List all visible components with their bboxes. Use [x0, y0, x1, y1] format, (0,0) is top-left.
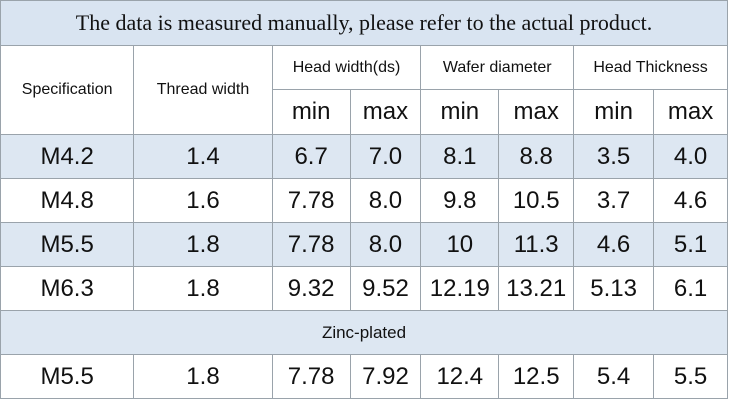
- cell-thread-width: 1.8: [133, 266, 273, 311]
- cell-specification: M5.5: [0, 222, 135, 267]
- cell-head-thickness-max: 5.5: [653, 354, 728, 399]
- table-row: M5.5 1.8 7.78 8.0 10 11.3 4.6 5.1: [0, 222, 728, 267]
- cell-wafer-diameter-max: 8.8: [498, 134, 575, 179]
- cell-head-thickness-max: 4.0: [653, 134, 728, 179]
- header-head-width-max: max: [349, 89, 422, 135]
- cell-specification: M5.5: [0, 354, 135, 399]
- section-label-zinc-plated: Zinc-plated: [0, 310, 728, 355]
- cell-head-width-min: 7.78: [271, 222, 351, 267]
- header-wafer-diameter-max: max: [498, 89, 575, 135]
- cell-wafer-diameter-max: 10.5: [498, 178, 575, 223]
- cell-head-thickness-max: 5.1: [653, 222, 728, 267]
- cell-wafer-diameter-max: 12.5: [498, 354, 575, 399]
- cell-wafer-diameter-max: 13.21: [498, 266, 575, 311]
- cell-thread-width: 1.6: [133, 178, 273, 223]
- cell-head-width-max: 7.0: [349, 134, 422, 179]
- cell-head-thickness-max: 6.1: [653, 266, 728, 311]
- cell-wafer-diameter-min: 10: [420, 222, 500, 267]
- cell-specification: M6.3: [0, 266, 135, 311]
- table-row: M4.2 1.4 6.7 7.0 8.1 8.8 3.5 4.0: [0, 134, 728, 179]
- cell-head-width-max: 9.52: [349, 266, 422, 311]
- table-row: M5.5 1.8 7.78 7.92 12.4 12.5 5.4 5.5: [0, 354, 728, 399]
- cell-thread-width: 1.8: [133, 354, 273, 399]
- cell-head-thickness-min: 5.13: [573, 266, 655, 311]
- cell-wafer-diameter-max: 11.3: [498, 222, 575, 267]
- cell-head-thickness-min: 5.4: [573, 354, 655, 399]
- cell-wafer-diameter-min: 12.19: [420, 266, 500, 311]
- measurement-note: The data is measured manually, please re…: [0, 0, 728, 46]
- cell-thread-width: 1.4: [133, 134, 273, 179]
- cell-wafer-diameter-min: 9.8: [420, 178, 500, 223]
- cell-head-width-max: 8.0: [349, 222, 422, 267]
- header-head-thickness-max: max: [653, 89, 728, 135]
- cell-head-width-max: 8.0: [349, 178, 422, 223]
- cell-specification: M4.2: [0, 134, 135, 179]
- header-head-thickness-min: min: [573, 89, 655, 135]
- cell-head-width-min: 7.78: [271, 178, 351, 223]
- cell-head-width-min: 9.32: [271, 266, 351, 311]
- header-specification: Specification: [0, 45, 135, 135]
- header-head-thickness: Head Thickness: [573, 45, 728, 90]
- cell-head-thickness-min: 3.7: [573, 178, 655, 223]
- cell-head-thickness-max: 4.6: [653, 178, 728, 223]
- cell-specification: M4.8: [0, 178, 135, 223]
- header-thread-width: Thread width: [133, 45, 273, 135]
- cell-head-thickness-min: 4.6: [573, 222, 655, 267]
- cell-head-thickness-min: 3.5: [573, 134, 655, 179]
- cell-head-width-max: 7.92: [349, 354, 422, 399]
- cell-head-width-min: 6.7: [271, 134, 351, 179]
- header-wafer-diameter: Wafer diameter: [420, 45, 575, 90]
- header-head-width: Head width(ds): [271, 45, 422, 90]
- header-head-width-min: min: [271, 89, 351, 135]
- header-wafer-diameter-min: min: [420, 89, 500, 135]
- cell-wafer-diameter-min: 12.4: [420, 354, 500, 399]
- cell-wafer-diameter-min: 8.1: [420, 134, 500, 179]
- table-row: M4.8 1.6 7.78 8.0 9.8 10.5 3.7 4.6: [0, 178, 728, 223]
- cell-head-width-min: 7.78: [271, 354, 351, 399]
- cell-thread-width: 1.8: [133, 222, 273, 267]
- table-row: M6.3 1.8 9.32 9.52 12.19 13.21 5.13 6.1: [0, 266, 728, 311]
